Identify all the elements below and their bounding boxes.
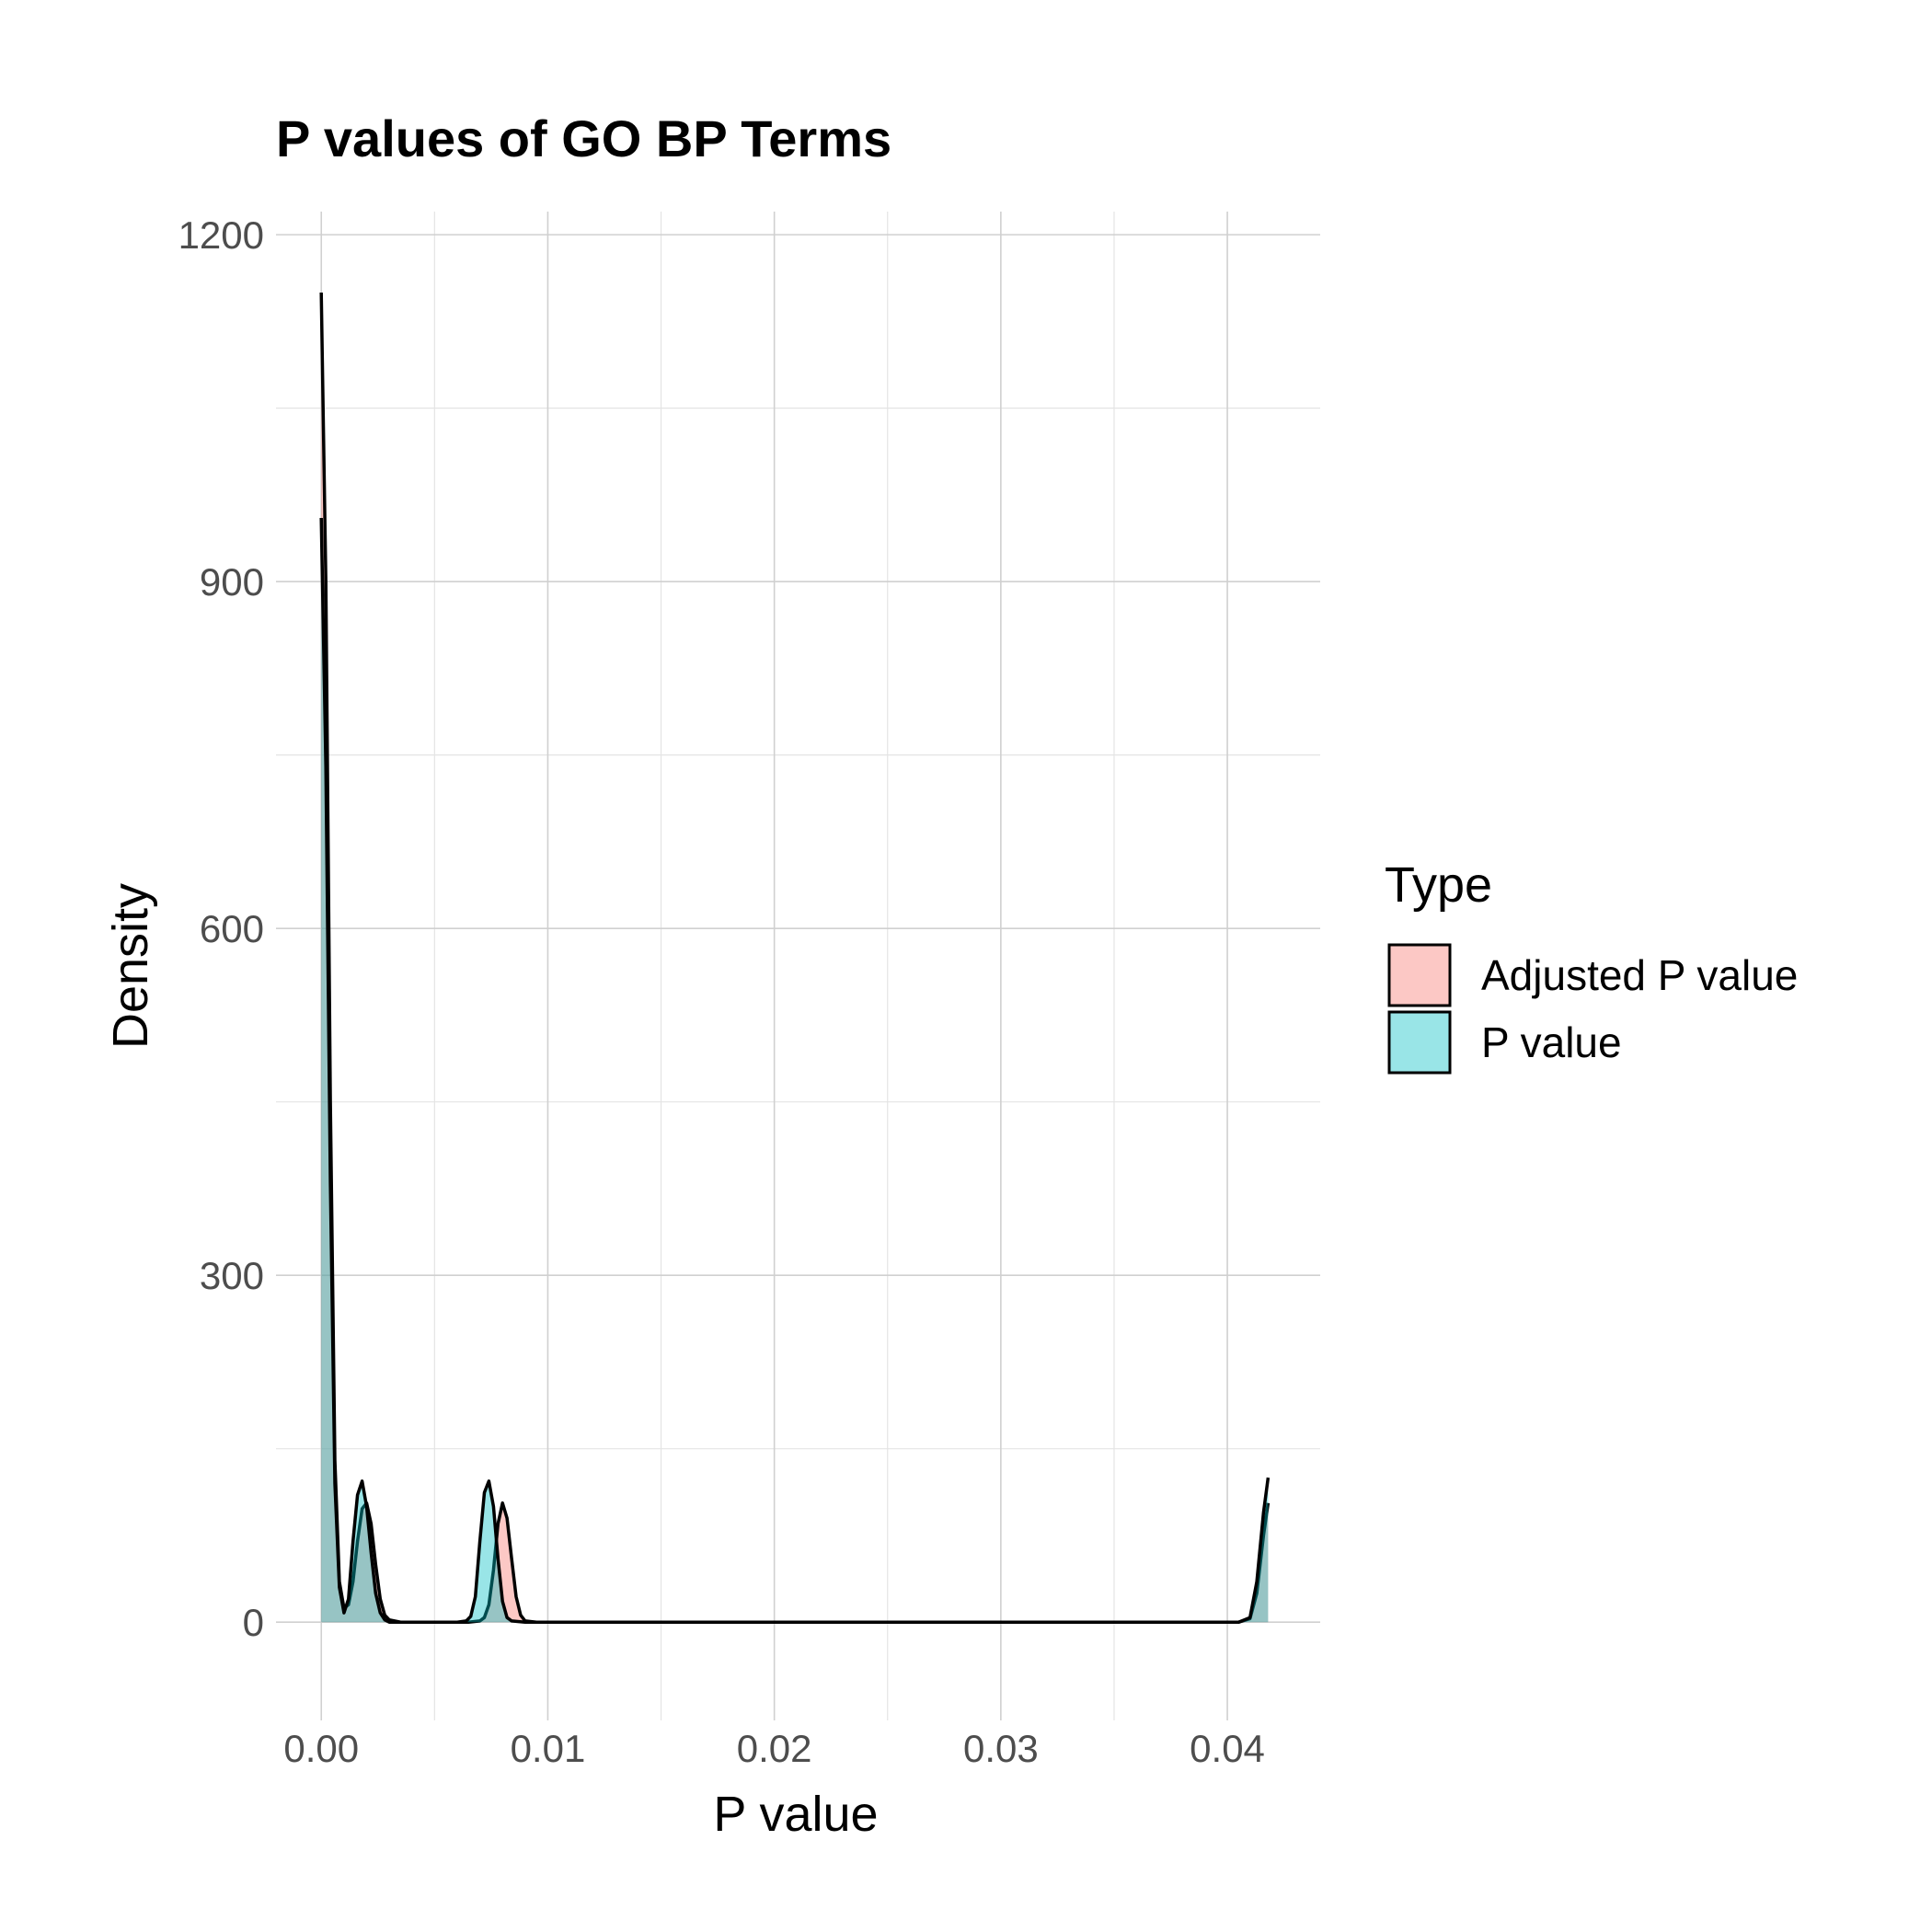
x-tick-label: 0.01 <box>511 1727 586 1770</box>
x-axis-title: P value <box>713 1787 878 1842</box>
legend-key-adjusted-p-value <box>1387 943 1452 1007</box>
legend-label-adjusted-p-value: Adjusted P value <box>1481 951 1798 999</box>
y-tick-labels: 0 300 600 900 1200 <box>178 213 264 1644</box>
legend: Type Adjusted P value P value <box>1385 857 1798 1075</box>
x-tick-label: 0.00 <box>283 1727 359 1770</box>
legend-title: Type <box>1385 857 1492 913</box>
legend-label-p-value: P value <box>1481 1018 1622 1066</box>
y-axis-title: Density <box>103 883 158 1049</box>
x-tick-label: 0.03 <box>963 1727 1039 1770</box>
y-tick-label: 600 <box>200 907 264 950</box>
density-line-p-value <box>319 517 1271 1624</box>
y-tick-label: 300 <box>200 1254 264 1297</box>
series-layer <box>319 292 1271 1624</box>
y-tick-label: 1200 <box>178 213 264 257</box>
x-tick-label: 0.04 <box>1190 1727 1265 1770</box>
x-tick-label: 0.02 <box>737 1727 812 1770</box>
y-tick-label: 900 <box>200 560 264 604</box>
y-tick-label: 0 <box>243 1601 264 1644</box>
chart-title: P values of GO BP Terms <box>276 109 891 167</box>
x-tick-labels: 0.00 0.01 0.02 0.03 0.04 <box>283 1727 1265 1770</box>
legend-key-p-value <box>1387 1010 1452 1075</box>
